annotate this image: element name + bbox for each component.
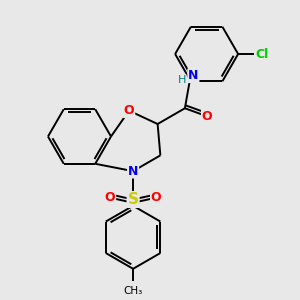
Text: Cl: Cl — [256, 47, 269, 61]
Text: O: O — [202, 110, 212, 123]
Text: O: O — [105, 190, 115, 204]
Text: N: N — [188, 69, 199, 82]
Text: O: O — [151, 190, 161, 204]
Text: O: O — [124, 104, 134, 117]
Text: S: S — [128, 192, 139, 207]
Text: N: N — [128, 165, 138, 178]
Text: CH₃: CH₃ — [124, 286, 143, 296]
Text: H: H — [178, 75, 186, 85]
